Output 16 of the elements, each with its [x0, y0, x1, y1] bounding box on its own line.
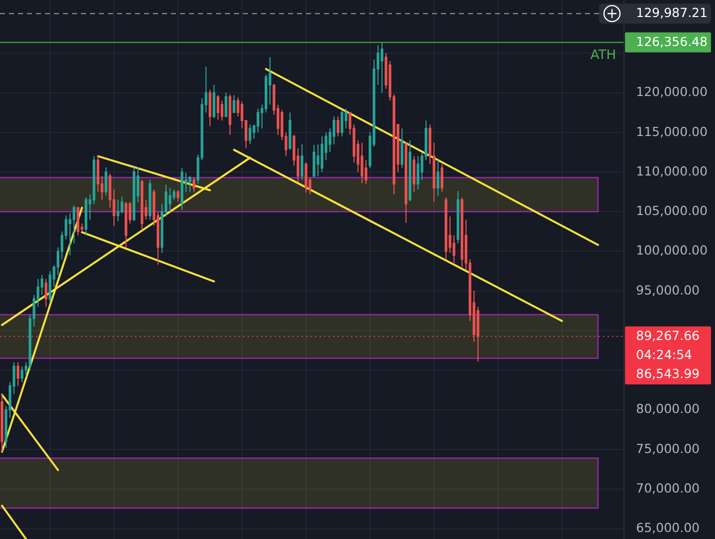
y-tick-label: 65,000.00 — [636, 520, 700, 536]
ref-line-label: 126,356.48 — [636, 34, 708, 49]
y-tick-label: 100,000.00 — [636, 242, 708, 258]
y-tick-label: 115,000.00 — [636, 124, 708, 139]
y-tick-label: 120,000.00 — [636, 84, 708, 100]
ref-line-label: 129,987.21 — [636, 5, 708, 20]
y-tick-label: 105,000.00 — [636, 203, 708, 218]
annotation: ATH — [590, 48, 616, 63]
y-tick-label: 80,000.00 — [636, 401, 700, 416]
y-tick-label: 70,000.00 — [636, 480, 700, 496]
y-tick-label: 110,000.00 — [636, 163, 708, 178]
text: 04:24:54 — [636, 346, 692, 362]
y-tick-label: 95,000.00 — [636, 282, 700, 298]
text: 86,543.99 — [636, 366, 700, 381]
ref-line-label: 89,267.66 — [636, 328, 700, 343]
y-tick-label: 75,000.00 — [636, 440, 700, 456]
